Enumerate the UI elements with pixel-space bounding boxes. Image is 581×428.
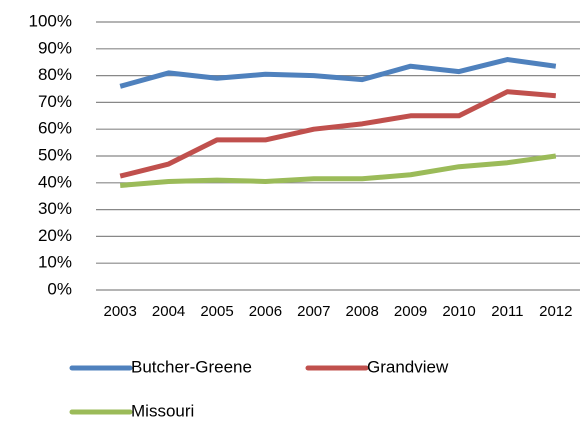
y-tick-label: 10% (38, 253, 72, 272)
x-tick-label: 2007 (297, 303, 330, 320)
x-tick-label: 2005 (200, 303, 233, 320)
x-tick-label: 2009 (394, 303, 427, 320)
legend-label: Butcher-Greene (131, 357, 252, 376)
legend-label: Grandview (367, 357, 449, 376)
y-tick-label: 80% (38, 65, 72, 84)
y-tick-label: 90% (38, 38, 72, 57)
x-tick-label: 2008 (346, 303, 379, 320)
x-tick-label: 2006 (249, 303, 282, 320)
y-tick-label: 40% (38, 172, 72, 191)
data-line (119, 89, 557, 179)
x-tick-label: 2003 (104, 303, 137, 320)
y-tick-label: 100% (29, 11, 72, 30)
data-line (119, 153, 557, 188)
y-tick-label: 0% (47, 279, 72, 298)
x-tick-label: 2004 (152, 303, 185, 320)
y-tick-label: 50% (38, 145, 72, 164)
legend-label: Missouri (131, 401, 194, 420)
x-tick-label: 2010 (442, 303, 475, 320)
x-tick-label: 2011 (491, 303, 523, 320)
x-tick-label: 2012 (539, 303, 572, 320)
y-tick-label: 20% (38, 226, 72, 245)
data-line (119, 57, 557, 89)
y-tick-label: 60% (38, 119, 72, 138)
y-tick-label: 30% (38, 199, 72, 218)
y-tick-label: 70% (38, 92, 72, 111)
